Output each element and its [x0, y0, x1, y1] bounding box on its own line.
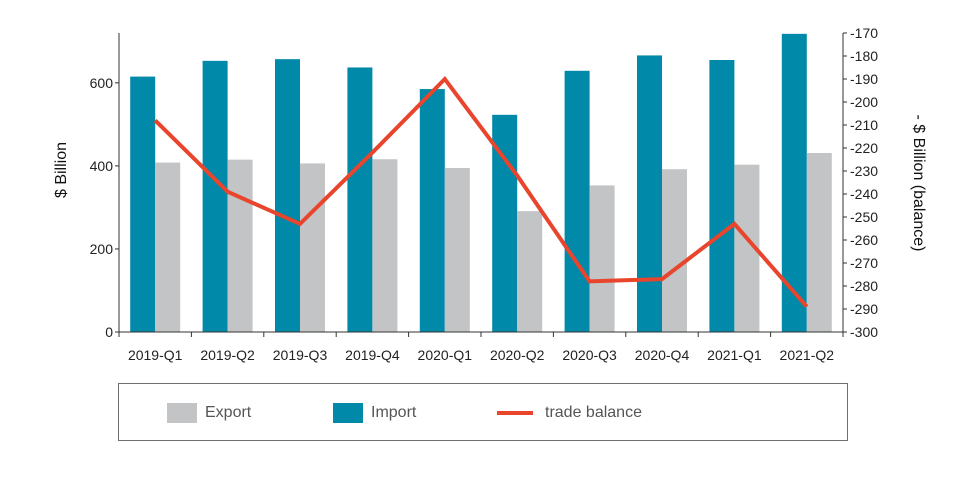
- bar-export-2019-Q2: [227, 159, 253, 332]
- left-tick-label: 200: [90, 241, 114, 257]
- bar-import-2019-Q2: [202, 60, 228, 333]
- x-tick-label: 2020-Q2: [490, 347, 545, 363]
- legend-label-export: Export: [205, 404, 252, 421]
- bar-import-2019-Q4: [347, 67, 373, 333]
- right-tick-label: -190: [850, 71, 878, 87]
- plot-area: [130, 33, 832, 333]
- left-tick-label: 0: [105, 324, 113, 340]
- legend-item-import: Import: [333, 402, 416, 424]
- x-tick-label: 2020-Q1: [418, 347, 473, 363]
- left-axis: 0 200 400 600: [90, 33, 120, 340]
- bar-import-2020-Q4: [637, 55, 662, 333]
- x-tick-label: 2020-Q3: [562, 347, 617, 363]
- y2-axis-title: - $ Billion (balance): [910, 115, 927, 252]
- left-tick-label: 600: [90, 75, 114, 91]
- x-tick-label: 2021-Q2: [780, 347, 835, 363]
- right-tick-label: -260: [850, 232, 878, 248]
- right-tick-label: -220: [850, 140, 878, 156]
- bar-import-2020-Q3: [564, 70, 590, 332]
- legend: Export Import trade balance: [118, 383, 848, 441]
- right-tick-label: -210: [850, 117, 878, 133]
- bar-export-2020-Q3: [589, 185, 615, 332]
- right-tick-label: -180: [850, 48, 878, 64]
- x-tick-label: 2021-Q1: [707, 347, 762, 363]
- bar-import-2019-Q1: [130, 76, 156, 333]
- x-axis: 2019-Q1 2019-Q2 2019-Q3 2019-Q4 2020-Q1 2020-…: [118, 331, 844, 363]
- bar-export-2019-Q1: [155, 162, 181, 332]
- left-tick-label: 400: [90, 158, 114, 174]
- right-tick-label: -280: [850, 278, 878, 294]
- x-tick-label: 2019-Q3: [273, 347, 328, 363]
- x-tick-label: 2019-Q4: [345, 347, 400, 363]
- legend-swatch-export: [167, 403, 197, 423]
- bar-import-2021-Q2: [781, 33, 807, 332]
- legend-label-trade-balance: trade balance: [545, 404, 642, 421]
- legend-line-trade-balance: [497, 411, 533, 415]
- right-tick-label: -200: [850, 94, 878, 110]
- right-tick-label: -240: [850, 186, 878, 202]
- bar-export-2021-Q2: [806, 153, 832, 332]
- legend-item-export: Export: [167, 402, 251, 424]
- y-axis-title: $ Billion: [53, 142, 70, 198]
- legend-swatch-import: [333, 403, 363, 423]
- bar-export-2019-Q3: [300, 163, 325, 332]
- bar-export-2019-Q4: [372, 159, 398, 332]
- right-tick-label: -250: [850, 209, 878, 225]
- x-tick-label: 2020-Q4: [635, 347, 690, 363]
- line-trade-balance: [153, 75, 809, 309]
- x-tick-label: 2019-Q1: [128, 347, 183, 363]
- right-tick-label: -290: [850, 301, 878, 317]
- bar-export-2020-Q4: [662, 169, 687, 332]
- legend-item-trade-balance: trade balance: [497, 402, 642, 424]
- right-tick-label: -170: [850, 25, 878, 41]
- bar-import-2020-Q1: [419, 89, 445, 332]
- x-tick-label: 2019-Q2: [200, 347, 255, 363]
- right-axis: -300 -290 -280 -270 -260 -250 -240 -230 -220 -210…: [842, 25, 878, 340]
- right-tick-label: -270: [850, 255, 878, 271]
- legend-label-import: Import: [371, 404, 417, 421]
- bar-export-2020-Q1: [444, 167, 470, 332]
- bar-export-2020-Q2: [517, 211, 543, 332]
- bar-import-2019-Q3: [275, 59, 300, 332]
- right-tick-label: -300: [850, 324, 878, 340]
- bar-import-2021-Q1: [709, 59, 735, 333]
- right-tick-label: -230: [850, 163, 878, 179]
